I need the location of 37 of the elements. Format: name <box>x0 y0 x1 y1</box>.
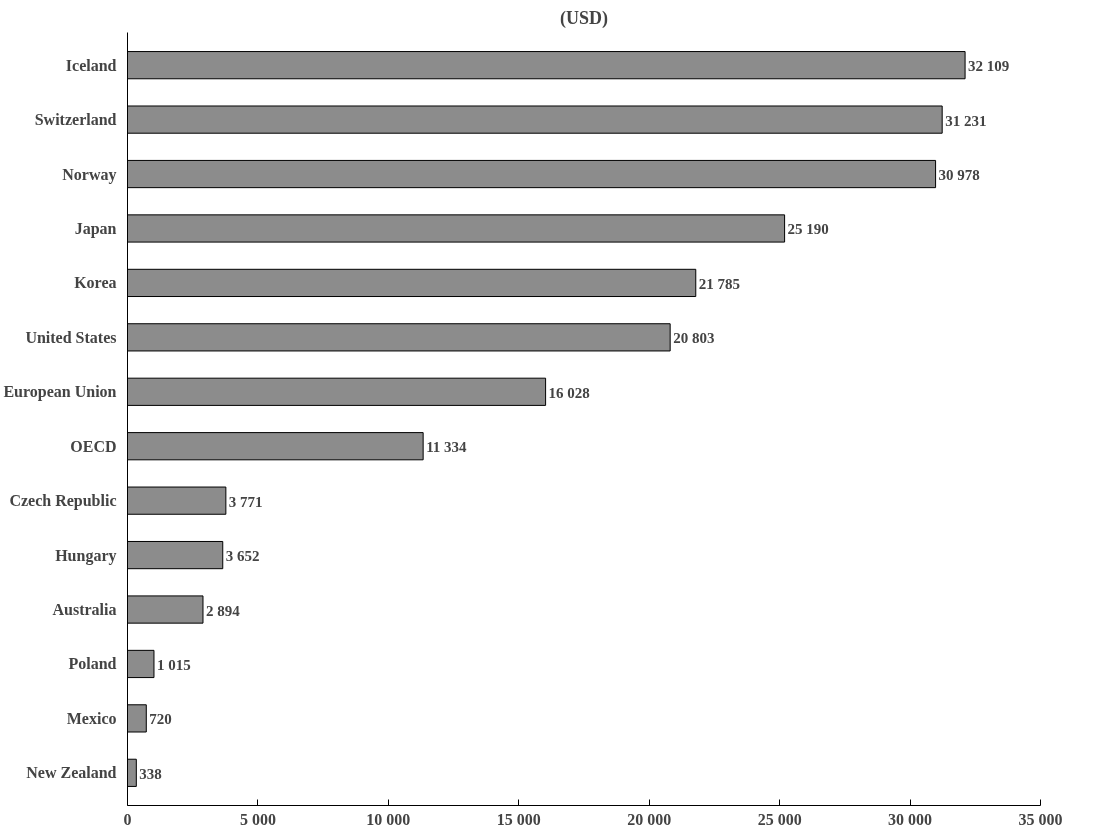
data-label: 21 785 <box>698 275 741 292</box>
data-label: 31 231 <box>945 112 987 129</box>
data-label: 3 771 <box>228 493 263 510</box>
y-tick-label: Iceland <box>65 56 117 74</box>
data-label: 20 803 <box>673 330 715 347</box>
y-tick-label: Poland <box>68 655 117 673</box>
x-tick-label: 30 000 <box>888 810 933 828</box>
data-label: 16 028 <box>548 384 590 401</box>
y-tick-label: United States <box>25 328 117 346</box>
y-tick-label: New Zealand <box>26 764 117 782</box>
y-tick-label: European Union <box>3 383 117 402</box>
y-tick-label: Switzerland <box>34 111 117 129</box>
chart-title: (USD) <box>560 7 608 29</box>
y-tick-label: Czech Republic <box>9 492 117 511</box>
data-label: 1 015 <box>156 656 191 673</box>
data-label: 338 <box>139 765 162 782</box>
x-tick-label: 0 <box>123 810 132 828</box>
y-tick-label: Australia <box>52 601 117 619</box>
x-tick-label: 10 000 <box>366 810 411 828</box>
data-label: 25 190 <box>787 221 829 238</box>
y-tick-label: Hungary <box>55 546 117 565</box>
y-tick-label: Mexico <box>66 709 117 727</box>
data-label: 2 894 <box>205 602 241 619</box>
x-tick-label: 25 000 <box>757 810 802 828</box>
data-label: 11 334 <box>426 439 468 456</box>
x-tick-label: 15 000 <box>496 810 541 828</box>
y-tick-label: Japan <box>74 219 117 238</box>
x-tick-label: 5 000 <box>239 810 276 828</box>
data-label: 3 652 <box>225 548 260 565</box>
x-tick-label: 35 000 <box>1018 810 1063 828</box>
data-label: 30 978 <box>938 167 980 184</box>
y-tick-label: Korea <box>74 274 117 292</box>
data-label: 720 <box>149 711 172 728</box>
y-tick-label: OECD <box>70 437 117 455</box>
y-tick-label: Norway <box>62 165 117 184</box>
data-label: 32 109 <box>968 58 1010 75</box>
x-tick-label: 20 000 <box>627 810 672 828</box>
